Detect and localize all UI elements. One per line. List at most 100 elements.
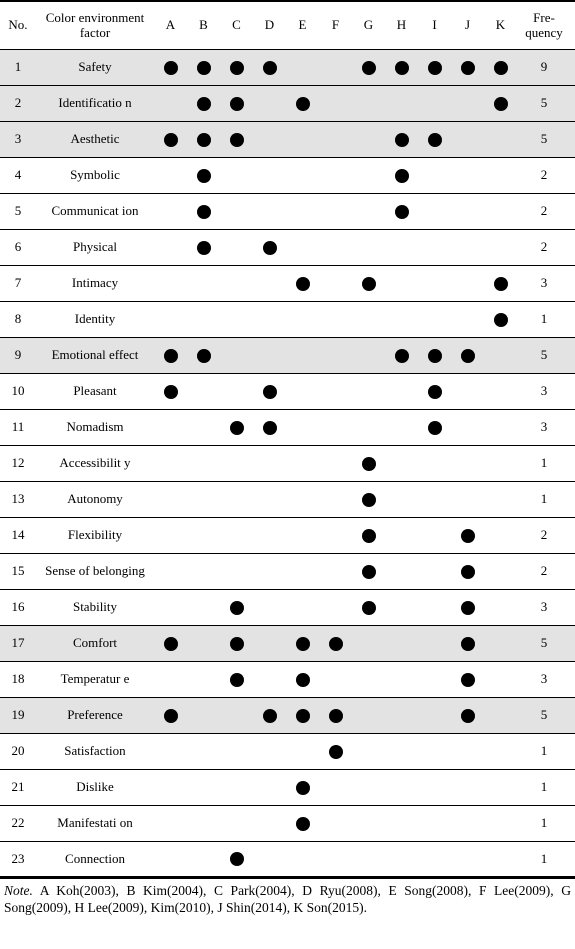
mark-cell [319,138,352,142]
mark-cell [253,383,286,401]
dot-icon [461,61,475,75]
note-text: A Koh(2003), B Kim(2004), C Park(2004), … [4,883,571,915]
mark-cell [451,563,484,581]
row-freq: 1 [517,850,571,869]
mark-cell [451,822,484,826]
dot-icon [263,61,277,75]
mark-cell [451,174,484,178]
row-factor: Satisfaction [36,742,154,761]
row-freq: 5 [517,706,571,725]
dot-icon [461,349,475,363]
row-no: 12 [0,454,36,473]
mark-cell [418,210,451,214]
mark-cell [418,678,451,682]
mark-cell [187,750,220,754]
dot-icon [296,277,310,291]
mark-cell [187,390,220,394]
mark-cell [154,174,187,178]
row-factor: Dislike [36,778,154,797]
row-freq: 1 [517,742,571,761]
row-no: 17 [0,634,36,653]
mark-cell [187,426,220,430]
mark-cell [286,138,319,142]
dot-icon [263,385,277,399]
mark-cell [451,138,484,142]
mark-cell [418,246,451,250]
mark-cell [187,714,220,718]
mark-cell [286,174,319,178]
mark-cell [154,383,187,401]
row-freq: 1 [517,778,571,797]
mark-cell [187,318,220,322]
mark-cell [484,606,517,610]
table-row: 11Nomadism3 [0,410,575,446]
mark-cell [253,857,286,861]
mark-cell [451,390,484,394]
header-src-h: H [385,16,418,35]
mark-cell [220,635,253,653]
mark-cell [319,498,352,502]
mark-cell [451,786,484,790]
mark-cell [154,534,187,538]
mark-cell [352,491,385,509]
row-freq: 5 [517,94,571,113]
mark-cell [385,246,418,250]
mark-cell [484,138,517,142]
mark-cell [187,347,220,365]
mark-cell [418,498,451,502]
mark-cell [154,347,187,365]
mark-cell [352,563,385,581]
row-no: 13 [0,490,36,509]
dot-icon [362,565,376,579]
mark-cell [385,203,418,221]
mark-cell [154,606,187,610]
mark-cell [484,857,517,861]
row-freq: 5 [517,346,571,365]
row-factor: Intimacy [36,274,154,293]
mark-cell [385,678,418,682]
mark-cell [418,857,451,861]
mark-cell [220,850,253,868]
header-row: No. Color environment factor A B C D E F… [0,2,575,50]
row-factor: Nomadism [36,418,154,437]
mark-cell [187,498,220,502]
row-freq: 2 [517,166,571,185]
table-row: 14Flexibility2 [0,518,575,554]
dot-icon [296,673,310,687]
mark-cell [352,714,385,718]
mark-cell [253,462,286,466]
mark-cell [220,599,253,617]
mark-cell [484,822,517,826]
row-factor: Flexibility [36,526,154,545]
mark-cell [154,707,187,725]
mark-cell [319,786,352,790]
mark-cell [319,462,352,466]
mark-cell [418,282,451,286]
table-row: 23Connection1 [0,842,575,878]
row-no: 22 [0,814,36,833]
mark-cell [484,498,517,502]
dot-icon [428,61,442,75]
mark-cell [286,354,319,358]
mark-cell [385,390,418,394]
dot-icon [494,61,508,75]
mark-cell [253,642,286,646]
mark-cell [319,174,352,178]
mark-cell [484,390,517,394]
mark-cell [187,131,220,149]
mark-cell [418,822,451,826]
mark-cell [154,750,187,754]
mark-cell [220,534,253,538]
mark-cell [319,102,352,106]
dot-icon [461,637,475,651]
dot-icon [164,133,178,147]
mark-cell [352,426,385,430]
mark-cell [286,671,319,689]
table-note: Note. A Koh(2003), B Kim(2004), C Park(2… [0,879,575,917]
dot-icon [395,205,409,219]
mark-cell [352,138,385,142]
mark-cell [385,102,418,106]
row-freq: 9 [517,58,571,77]
mark-cell [220,318,253,322]
mark-cell [253,318,286,322]
